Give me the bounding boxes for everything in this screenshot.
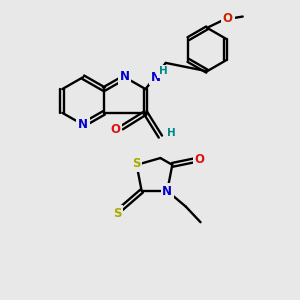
Text: S: S [132, 158, 140, 170]
Text: O: O [223, 12, 233, 25]
Text: H: H [159, 66, 168, 76]
Text: N: N [78, 118, 88, 131]
Text: N: N [151, 71, 161, 84]
Text: O: O [194, 153, 204, 166]
Text: S: S [113, 207, 122, 220]
Text: O: O [111, 123, 121, 136]
Text: N: N [120, 70, 130, 83]
Text: N: N [162, 185, 172, 198]
Text: H: H [167, 128, 176, 138]
